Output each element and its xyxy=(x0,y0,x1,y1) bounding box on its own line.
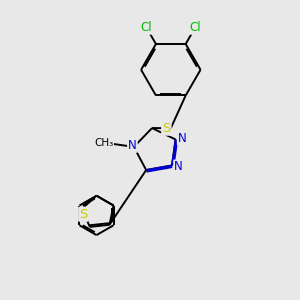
Text: CH₃: CH₃ xyxy=(94,138,113,148)
Text: N: N xyxy=(174,160,183,173)
Text: Cl: Cl xyxy=(140,21,152,34)
Text: N: N xyxy=(178,131,187,145)
Text: S: S xyxy=(162,122,170,135)
Text: N: N xyxy=(128,139,137,152)
Text: Cl: Cl xyxy=(190,21,201,34)
Text: S: S xyxy=(79,208,88,221)
